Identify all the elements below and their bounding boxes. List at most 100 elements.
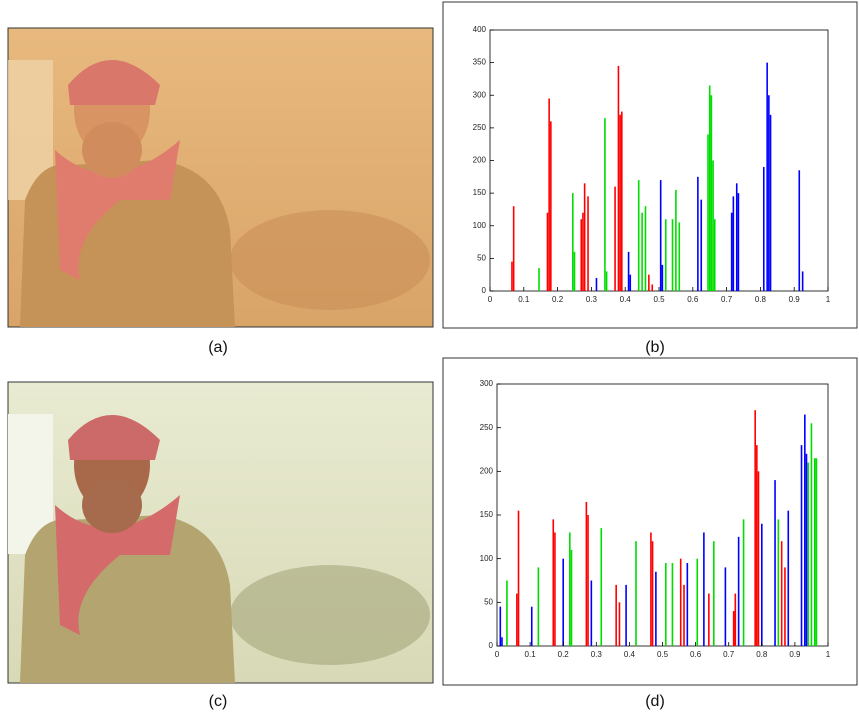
x-tick-label: 0.8 — [755, 295, 767, 304]
x-tick-label: 0.5 — [657, 650, 669, 659]
spike — [713, 219, 716, 291]
spike — [761, 523, 763, 646]
spike — [798, 170, 801, 291]
spike — [700, 199, 703, 291]
y-tick-label: 150 — [480, 510, 494, 519]
spike — [655, 571, 657, 646]
spike — [730, 212, 733, 291]
spike — [605, 271, 608, 291]
spike — [813, 458, 816, 646]
spike — [804, 414, 806, 646]
y-tick-label: 100 — [480, 554, 494, 563]
spike — [619, 114, 621, 291]
spike — [625, 584, 627, 646]
spike — [724, 567, 727, 646]
spike — [734, 593, 737, 646]
x-tick-label: 0.3 — [586, 295, 598, 304]
spike — [641, 212, 643, 291]
x-tick-label: 0.4 — [624, 650, 636, 659]
y-tick-label: 0 — [482, 286, 487, 295]
spike — [754, 410, 756, 646]
spike — [501, 637, 503, 646]
x-tick-label: 0.2 — [552, 295, 564, 304]
y-tick-label: 150 — [473, 188, 487, 197]
spike — [595, 277, 598, 291]
spike — [768, 95, 770, 291]
spike — [554, 532, 556, 646]
x-tick-label: 1 — [826, 295, 831, 304]
spike — [582, 212, 584, 291]
caption: (a) — [208, 339, 228, 356]
spike — [573, 251, 576, 291]
spike — [777, 519, 780, 646]
spike — [769, 114, 772, 291]
x-tick-label: 0.3 — [591, 650, 603, 659]
y-tick-label: 50 — [484, 597, 493, 606]
spike — [637, 180, 640, 291]
spike — [805, 453, 808, 646]
spike — [600, 528, 603, 646]
spike — [651, 284, 654, 291]
spike — [766, 62, 768, 291]
caption: (d) — [645, 693, 665, 710]
spike — [562, 558, 564, 646]
x-tick-label: 0.7 — [721, 295, 733, 304]
spike — [580, 219, 583, 291]
spike — [537, 567, 540, 646]
y-tick-label: 300 — [473, 90, 487, 99]
spike — [499, 606, 502, 646]
caption: (b) — [645, 339, 665, 356]
spike — [548, 98, 550, 291]
y-tick-label: 400 — [473, 25, 487, 34]
y-tick-label: 50 — [477, 253, 486, 262]
spike — [516, 593, 518, 646]
x-tick-label: 0.7 — [723, 650, 735, 659]
y-tick-label: 200 — [480, 466, 494, 475]
x-tick-label: 0.6 — [687, 295, 699, 304]
spike — [629, 274, 632, 291]
spike — [815, 458, 818, 646]
spike — [708, 85, 711, 292]
spike — [583, 183, 586, 291]
spike — [810, 423, 813, 646]
plot-area — [489, 29, 829, 292]
spike — [648, 274, 650, 291]
spike — [710, 95, 713, 291]
spike — [627, 251, 630, 291]
spike — [587, 515, 589, 646]
spike — [665, 563, 667, 646]
caption: (c) — [209, 693, 228, 710]
spike — [683, 584, 685, 646]
spike — [678, 222, 681, 291]
spike — [732, 196, 735, 291]
y-tick-label: 350 — [473, 58, 487, 67]
spike — [703, 532, 705, 646]
spike — [517, 510, 520, 646]
spike — [604, 118, 606, 292]
spike — [650, 532, 652, 646]
x-tick-label: 0.8 — [756, 650, 768, 659]
spike — [590, 580, 593, 646]
spike — [708, 593, 710, 646]
spike — [800, 445, 803, 646]
spike — [664, 219, 667, 291]
spike — [572, 193, 574, 291]
y-tick-label: 250 — [480, 423, 494, 432]
spike — [570, 549, 573, 646]
x-tick-label: 0.6 — [690, 650, 702, 659]
spike — [675, 189, 677, 291]
spike — [587, 196, 589, 291]
spike — [732, 611, 735, 646]
x-tick-label: 0.1 — [525, 650, 537, 659]
spike — [712, 160, 714, 291]
spike — [784, 567, 786, 646]
x-tick-label: 1 — [826, 650, 831, 659]
spike — [569, 532, 571, 646]
photo-a — [7, 27, 434, 328]
spike — [617, 65, 620, 291]
spike — [756, 445, 758, 646]
spike — [762, 167, 765, 291]
spike — [644, 206, 647, 291]
spike — [546, 212, 549, 291]
